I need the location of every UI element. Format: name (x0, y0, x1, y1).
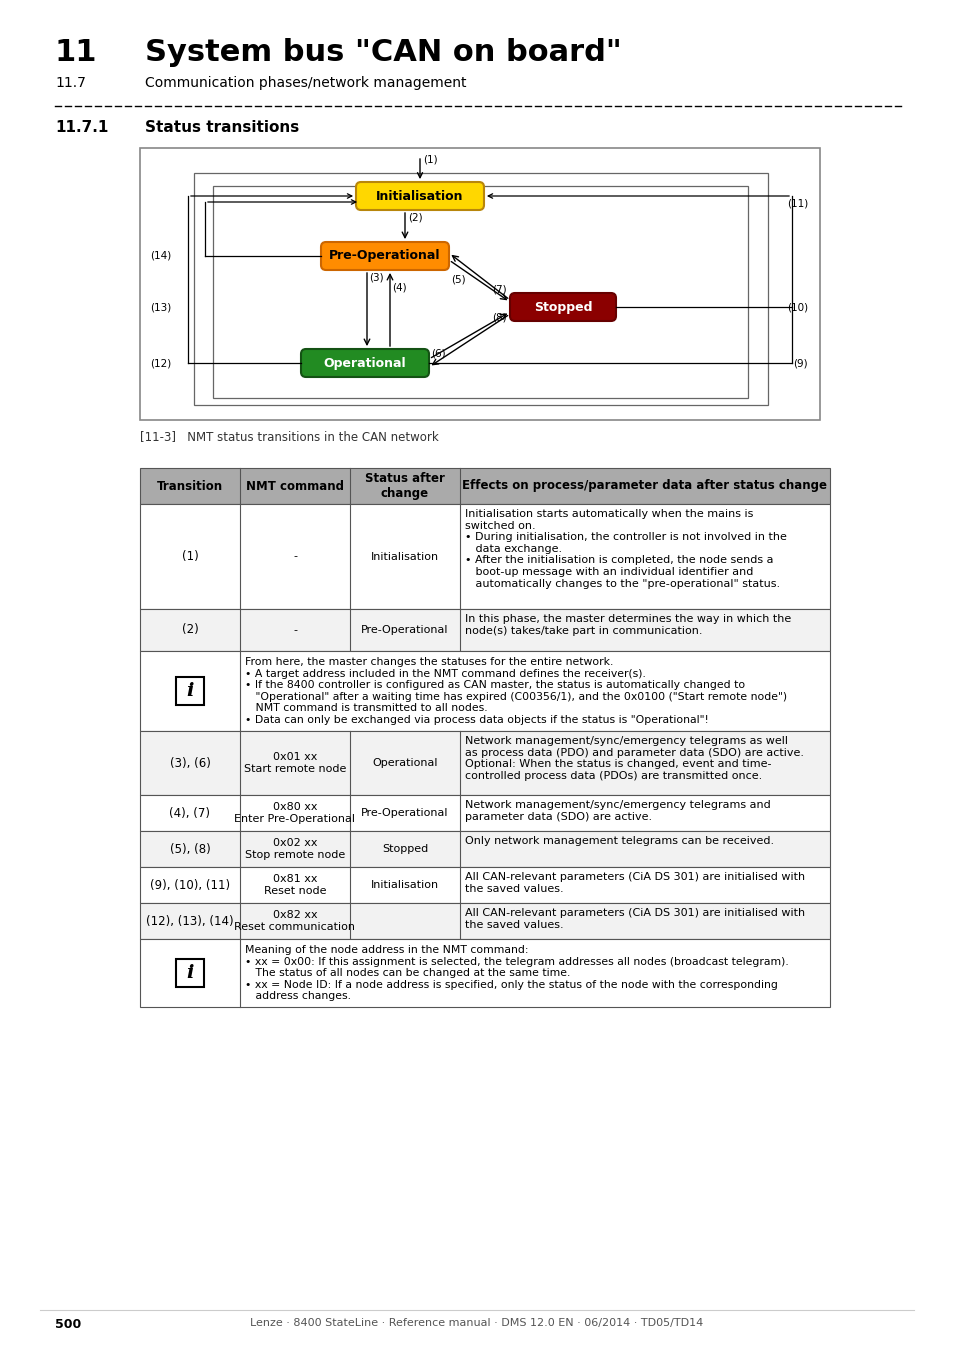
Bar (140, 940, 829, 1007)
Text: (3): (3) (369, 271, 383, 282)
Text: Status transitions: Status transitions (145, 120, 299, 135)
FancyBboxPatch shape (510, 293, 616, 321)
Text: Pre-Operational: Pre-Operational (361, 625, 448, 634)
Text: NMT command: NMT command (246, 479, 344, 493)
Text: Lenze · 8400 StateLine · Reference manual · DMS 12.0 EN · 06/2014 · TD05/TD14: Lenze · 8400 StateLine · Reference manua… (250, 1318, 703, 1328)
FancyBboxPatch shape (320, 242, 449, 270)
Text: (4): (4) (392, 282, 406, 292)
Text: (13): (13) (150, 302, 172, 312)
Text: Meaning of the node address in the NMT command:
• xx = 0x00: If this assignment : Meaning of the node address in the NMT c… (245, 945, 788, 1002)
Bar (175, 676, 204, 705)
Text: Network management/sync/emergency telegrams as well
as process data (PDO) and pa: Network management/sync/emergency telegr… (464, 736, 803, 780)
Bar (140, 651, 829, 730)
Text: 0x81 xx
Reset node: 0x81 xx Reset node (263, 875, 326, 896)
Text: Stopped: Stopped (381, 844, 428, 855)
Bar (140, 609, 829, 651)
Text: (11): (11) (786, 198, 807, 209)
Text: (7): (7) (492, 285, 506, 296)
FancyBboxPatch shape (301, 350, 429, 377)
Text: Network management/sync/emergency telegrams and
parameter data (SDO) are active.: Network management/sync/emergency telegr… (464, 801, 770, 822)
Bar (140, 832, 829, 867)
Text: In this phase, the master determines the way in which the
node(s) takes/take par: In this phase, the master determines the… (464, 614, 790, 636)
Text: Status after
change: Status after change (365, 472, 444, 499)
Text: Initialisation: Initialisation (371, 552, 438, 562)
Text: System bus "CAN on board": System bus "CAN on board" (145, 38, 621, 68)
Text: 11.7: 11.7 (55, 76, 86, 90)
Text: All CAN-relevant parameters (CiA DS 301) are initialised with
the saved values.: All CAN-relevant parameters (CiA DS 301)… (464, 872, 804, 894)
Bar (140, 867, 829, 903)
Text: (12): (12) (150, 358, 172, 369)
Text: (5), (8): (5), (8) (170, 842, 211, 856)
Bar (140, 730, 829, 795)
Text: Pre-Operational: Pre-Operational (361, 809, 448, 818)
Text: All CAN-relevant parameters (CiA DS 301) are initialised with
the saved values.: All CAN-relevant parameters (CiA DS 301)… (464, 909, 804, 930)
Text: 500: 500 (55, 1318, 81, 1331)
Bar (140, 504, 829, 609)
Text: (9), (10), (11): (9), (10), (11) (150, 879, 230, 891)
Text: 0x82 xx
Reset communication: 0x82 xx Reset communication (234, 910, 355, 932)
Text: 0x80 xx
Enter Pre-Operational: 0x80 xx Enter Pre-Operational (234, 802, 355, 824)
Text: (12), (13), (14): (12), (13), (14) (146, 914, 233, 927)
Text: Operational: Operational (372, 757, 437, 768)
Text: Only network management telegrams can be received.: Only network management telegrams can be… (464, 836, 773, 846)
Text: Initialisation: Initialisation (371, 880, 438, 890)
Text: Stopped: Stopped (533, 301, 592, 313)
Bar (140, 795, 829, 832)
Text: -: - (293, 625, 296, 634)
Text: Operational: Operational (323, 356, 406, 370)
Text: (8): (8) (492, 313, 506, 323)
Text: (3), (6): (3), (6) (170, 756, 211, 770)
FancyBboxPatch shape (355, 182, 483, 211)
Text: (9): (9) (793, 358, 807, 369)
Text: (1): (1) (181, 549, 198, 563)
Bar (213, 186, 747, 398)
Bar (140, 468, 829, 504)
Text: Communication phases/network management: Communication phases/network management (145, 76, 466, 90)
Text: (5): (5) (451, 274, 465, 284)
Text: 0x01 xx
Start remote node: 0x01 xx Start remote node (244, 752, 346, 774)
Text: 11.7.1: 11.7.1 (55, 120, 109, 135)
Text: Effects on process/parameter data after status change: Effects on process/parameter data after … (462, 479, 826, 493)
Text: (14): (14) (150, 251, 172, 261)
Text: (1): (1) (422, 155, 437, 165)
Text: (10): (10) (786, 302, 807, 312)
Text: i: i (186, 964, 193, 981)
Bar (175, 958, 204, 987)
Text: (4), (7): (4), (7) (170, 806, 211, 819)
Text: -: - (293, 552, 296, 562)
Text: Initialisation starts automatically when the mains is
switched on.
• During init: Initialisation starts automatically when… (464, 509, 786, 589)
Text: i: i (186, 682, 193, 701)
Text: Pre-Operational: Pre-Operational (329, 250, 440, 262)
Bar (193, 173, 767, 405)
Text: Transition: Transition (157, 479, 223, 493)
Text: 0x02 xx
Stop remote node: 0x02 xx Stop remote node (245, 838, 345, 860)
Text: (2): (2) (408, 213, 422, 223)
Text: (2): (2) (181, 624, 198, 636)
Text: Initialisation: Initialisation (375, 189, 463, 202)
Text: From here, the master changes the statuses for the entire network.
• A target ad: From here, the master changes the status… (245, 657, 786, 725)
Text: [11-3]   NMT status transitions in the CAN network: [11-3] NMT status transitions in the CAN… (140, 431, 438, 443)
Text: 11: 11 (55, 38, 97, 68)
Text: (6): (6) (431, 350, 445, 359)
Bar (140, 148, 820, 420)
Bar (140, 903, 829, 940)
